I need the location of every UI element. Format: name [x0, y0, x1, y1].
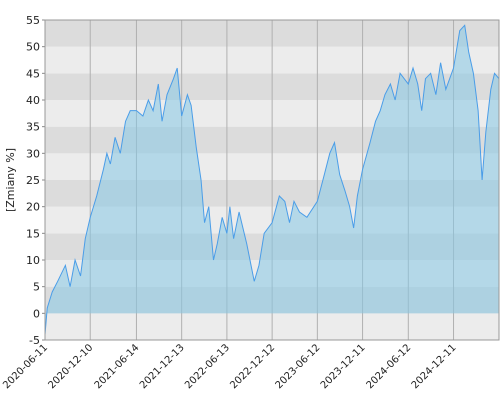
y-tick-label: 25 — [26, 174, 40, 187]
y-axis-label: [Zmiany %] — [4, 148, 17, 212]
y-tick-label: 35 — [26, 121, 40, 134]
x-tick-label: 2022-06-13 — [183, 342, 232, 391]
y-tick-label: 0 — [33, 307, 40, 320]
x-tick-label: 2021-06-14 — [93, 342, 142, 391]
y-tick-label: 5 — [33, 281, 40, 294]
x-tick-label: 2024-06-12 — [365, 342, 414, 391]
y-tick-label: 20 — [26, 201, 40, 214]
x-tick-label: 2023-12-11 — [319, 342, 368, 391]
plot-border — [44, 19, 500, 341]
line — [44, 24, 500, 335]
y-tick-label: 40 — [26, 94, 40, 107]
x-tick-label: 2022-12-12 — [228, 342, 277, 391]
x-tick-label: 2023-06-12 — [274, 342, 323, 391]
y-tick-label: 15 — [26, 227, 40, 240]
area-fill — [45, 25, 499, 335]
y-tick-label: 10 — [26, 254, 40, 267]
y-tick-label: 50 — [26, 41, 40, 54]
y-tick-label: -5 — [29, 334, 40, 347]
x-tick-label: 2020-12-10 — [46, 342, 95, 391]
x-tick-label: 2021-12-13 — [138, 342, 187, 391]
x-tick-label: 2024-12-11 — [410, 342, 459, 391]
x-tick-label: 2020-06-11 — [1, 342, 50, 391]
y-tick-label: 45 — [26, 67, 40, 80]
y-tick-label: 55 — [26, 14, 40, 27]
y-tick-label: 30 — [26, 147, 40, 160]
